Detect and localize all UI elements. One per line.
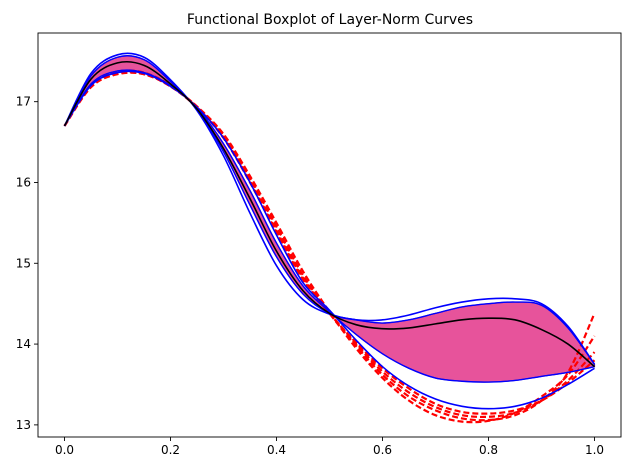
x-tick-label: 0.8 bbox=[479, 443, 498, 457]
iqr-band bbox=[63, 55, 596, 383]
x-tick-label: 0.0 bbox=[55, 443, 74, 457]
iqr-lower-line bbox=[63, 69, 595, 383]
axes: 0.0 0.2 0.4 0.6 0.8 1.0 13 14 15 16 17 bbox=[16, 32, 622, 457]
x-tick-label: 0.6 bbox=[373, 443, 392, 457]
y-tick-label: 14 bbox=[16, 337, 31, 351]
axes-frame bbox=[37, 32, 622, 438]
x-tick-label: 0.4 bbox=[267, 443, 286, 457]
y-tick-label: 17 bbox=[16, 95, 31, 109]
plot-area bbox=[63, 52, 596, 424]
chart-title: Functional Boxplot of Layer-Norm Curves bbox=[187, 12, 473, 28]
median-curve bbox=[63, 60, 596, 368]
y-tick-label: 13 bbox=[16, 418, 31, 432]
y-tick-label: 16 bbox=[16, 175, 31, 189]
y-tick-label: 15 bbox=[16, 256, 31, 270]
x-tick-label: 0.2 bbox=[161, 443, 180, 457]
envelope-curve-2 bbox=[63, 70, 595, 410]
x-tick-label: 1.0 bbox=[585, 443, 604, 457]
